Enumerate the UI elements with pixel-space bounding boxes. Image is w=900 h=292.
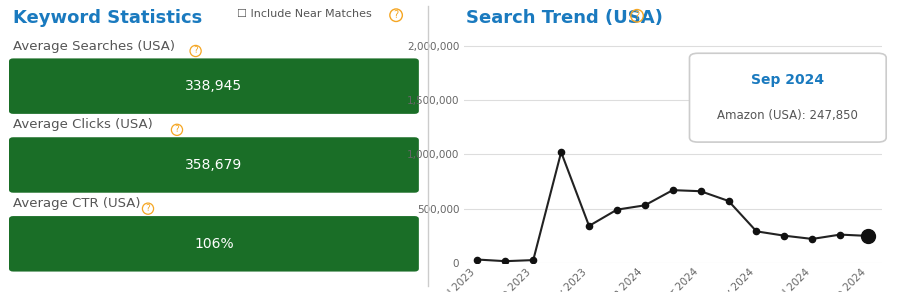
FancyBboxPatch shape (9, 58, 418, 114)
Text: 338,945: 338,945 (185, 79, 242, 93)
Text: Keyword Statistics: Keyword Statistics (14, 9, 203, 27)
Point (610, 207, 625, 212)
Text: ?: ? (634, 11, 640, 21)
Text: 358,679: 358,679 (185, 158, 243, 172)
Text: Average Clicks (USA): Average Clicks (USA) (14, 118, 153, 131)
FancyBboxPatch shape (9, 216, 418, 272)
Text: Amazon (USA): 247,850: Amazon (USA): 247,850 (717, 109, 859, 122)
Point (637, 203, 652, 208)
Point (666, 188, 680, 192)
Point (805, 237, 819, 241)
Text: ?: ? (175, 125, 179, 134)
Point (860, 234, 875, 238)
Point (749, 229, 763, 234)
Point (526, 258, 540, 263)
FancyBboxPatch shape (9, 137, 418, 193)
Point (722, 199, 736, 203)
Point (777, 233, 792, 238)
Point (581, 224, 596, 228)
Point (499, 259, 513, 263)
Text: ?: ? (194, 46, 198, 55)
Text: Average Searches (USA): Average Searches (USA) (14, 39, 176, 53)
Text: Sep 2024: Sep 2024 (752, 73, 824, 87)
Point (554, 150, 569, 154)
Text: ☐ Include Near Matches: ☐ Include Near Matches (237, 9, 372, 19)
Point (833, 232, 848, 237)
Point (470, 257, 484, 262)
Text: Average CTR (USA): Average CTR (USA) (14, 197, 140, 210)
Text: ?: ? (393, 10, 399, 20)
Text: ?: ? (146, 204, 150, 213)
Point (693, 189, 707, 194)
FancyBboxPatch shape (689, 53, 886, 142)
Text: Search Trend (USA): Search Trend (USA) (466, 9, 663, 27)
Text: 106%: 106% (194, 237, 234, 251)
